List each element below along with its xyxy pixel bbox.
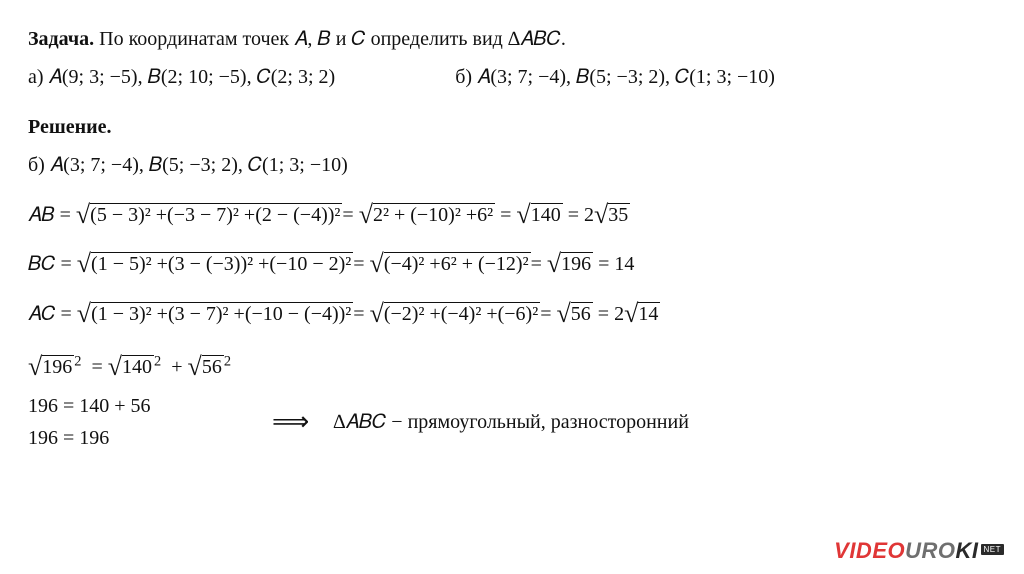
solution-label: Решение. bbox=[28, 108, 996, 146]
logo-part-3: KI bbox=[956, 538, 979, 563]
check-1: 196 = 140 + 56 bbox=[28, 390, 248, 422]
part-a: а) 𝐴(9; 3; −5), 𝐵(2; 10; −5), 𝐶(2; 3; 2) bbox=[28, 58, 335, 96]
problem-parts: а) 𝐴(9; 3; −5), 𝐵(2; 10; −5), 𝐶(2; 3; 2)… bbox=[28, 58, 996, 96]
solution-given: б) 𝐴(3; 7; −4), 𝐵(5; −3; 2), 𝐶(1; 3; −10… bbox=[28, 146, 996, 184]
ac-line: 𝐴𝐶 = √(1 − 3)² +(3 − 7)² +(−10 − (−4))²=… bbox=[28, 287, 996, 336]
conclusion-row: 196 = 140 + 56 196 = 196 ⟹ ∆𝐴𝐵𝐶 − прямоу… bbox=[28, 390, 996, 454]
ab-line: 𝐴𝐵 = √(5 − 3)² +(−3 − 7)² +(2 − (−4))²= … bbox=[28, 188, 996, 237]
implies-arrow: ⟹ bbox=[272, 397, 309, 446]
check-2: 196 = 196 bbox=[28, 422, 248, 454]
math-document: Задача. По координатам точек 𝐴, 𝐵 и 𝐶 оп… bbox=[0, 0, 1024, 454]
part-b: б) 𝐴(3; 7; −4), 𝐵(5; −3; 2), 𝐶(1; 3; −10… bbox=[455, 58, 775, 96]
logo-part-2: URO bbox=[905, 538, 955, 563]
logo-part-1: VIDEO bbox=[834, 538, 905, 563]
videouroki-logo: VIDEOUROKINET bbox=[834, 538, 1004, 564]
conclusion-text: ∆𝐴𝐵𝐶 − прямоугольный, разносторонний bbox=[333, 403, 689, 441]
problem-text: По координатам точек 𝐴, 𝐵 и 𝐶 определить… bbox=[94, 28, 566, 50]
pythagoras-line: √1962 = √1402 + √562 bbox=[28, 340, 996, 389]
logo-net-badge: NET bbox=[981, 544, 1005, 555]
problem-statement: Задача. По координатам точек 𝐴, 𝐵 и 𝐶 оп… bbox=[28, 20, 996, 58]
problem-label: Задача. bbox=[28, 28, 94, 50]
bc-line: 𝐵𝐶 = √(1 − 5)² +(3 − (−3))² +(−10 − 2)²=… bbox=[28, 237, 996, 286]
